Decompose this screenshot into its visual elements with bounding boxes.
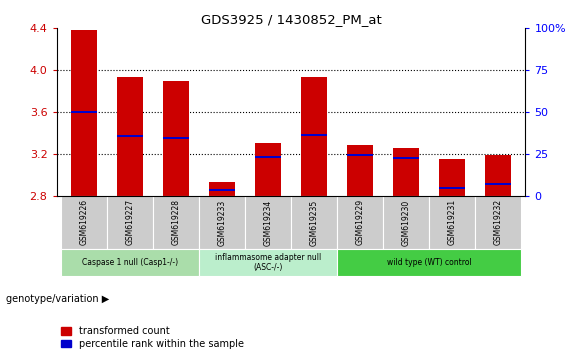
Bar xyxy=(71,30,97,195)
Bar xyxy=(199,195,245,249)
Bar xyxy=(118,78,143,195)
Bar xyxy=(393,157,419,159)
Text: inflammasome adapter null
(ASC-/-): inflammasome adapter null (ASC-/-) xyxy=(215,253,321,272)
Bar xyxy=(210,189,234,192)
Bar xyxy=(118,135,143,137)
Text: GSM619234: GSM619234 xyxy=(263,199,272,246)
Text: GSM619233: GSM619233 xyxy=(218,199,227,246)
Bar xyxy=(383,195,429,249)
Bar xyxy=(291,195,337,249)
Bar xyxy=(255,156,281,158)
Bar xyxy=(475,195,521,249)
Bar xyxy=(347,154,372,156)
Text: Caspase 1 null (Casp1-/-): Caspase 1 null (Casp1-/-) xyxy=(82,258,178,267)
Bar xyxy=(199,249,337,276)
Bar xyxy=(337,195,383,249)
Bar xyxy=(71,111,97,113)
Text: GSM619228: GSM619228 xyxy=(172,199,181,245)
Text: GSM619229: GSM619229 xyxy=(355,199,364,245)
Text: GSM619232: GSM619232 xyxy=(493,199,502,245)
Bar xyxy=(301,134,327,136)
Text: GSM619231: GSM619231 xyxy=(447,199,457,245)
Title: GDS3925 / 1430852_PM_at: GDS3925 / 1430852_PM_at xyxy=(201,13,381,26)
Legend: transformed count, percentile rank within the sample: transformed count, percentile rank withi… xyxy=(62,326,244,349)
Bar xyxy=(255,143,281,195)
Text: GSM619227: GSM619227 xyxy=(125,199,134,245)
Bar xyxy=(61,249,199,276)
Bar xyxy=(245,195,291,249)
Bar xyxy=(439,187,464,189)
Text: genotype/variation ▶: genotype/variation ▶ xyxy=(6,294,109,304)
Bar xyxy=(485,155,511,195)
Bar xyxy=(393,148,419,195)
Bar xyxy=(429,195,475,249)
Text: GSM619235: GSM619235 xyxy=(310,199,319,246)
Bar xyxy=(107,195,153,249)
Text: GSM619230: GSM619230 xyxy=(401,199,410,246)
Text: wild type (WT) control: wild type (WT) control xyxy=(386,258,471,267)
Bar xyxy=(163,81,189,195)
Bar xyxy=(439,159,464,195)
Bar xyxy=(337,249,521,276)
Bar xyxy=(485,183,511,185)
Bar xyxy=(153,195,199,249)
Bar xyxy=(301,78,327,195)
Bar xyxy=(61,195,107,249)
Bar xyxy=(210,182,234,195)
Text: GSM619226: GSM619226 xyxy=(80,199,89,245)
Bar xyxy=(347,145,372,195)
Bar xyxy=(163,137,189,139)
